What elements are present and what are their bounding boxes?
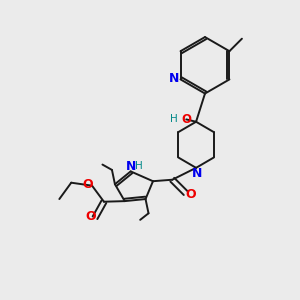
Text: H: H [134,161,142,171]
Text: O: O [85,210,96,224]
Text: O: O [82,178,93,191]
Text: O: O [181,113,191,126]
Text: H: H [169,114,177,124]
Text: O: O [185,188,196,201]
Text: N: N [192,167,202,180]
Text: N: N [126,160,136,172]
Text: N: N [169,72,179,85]
